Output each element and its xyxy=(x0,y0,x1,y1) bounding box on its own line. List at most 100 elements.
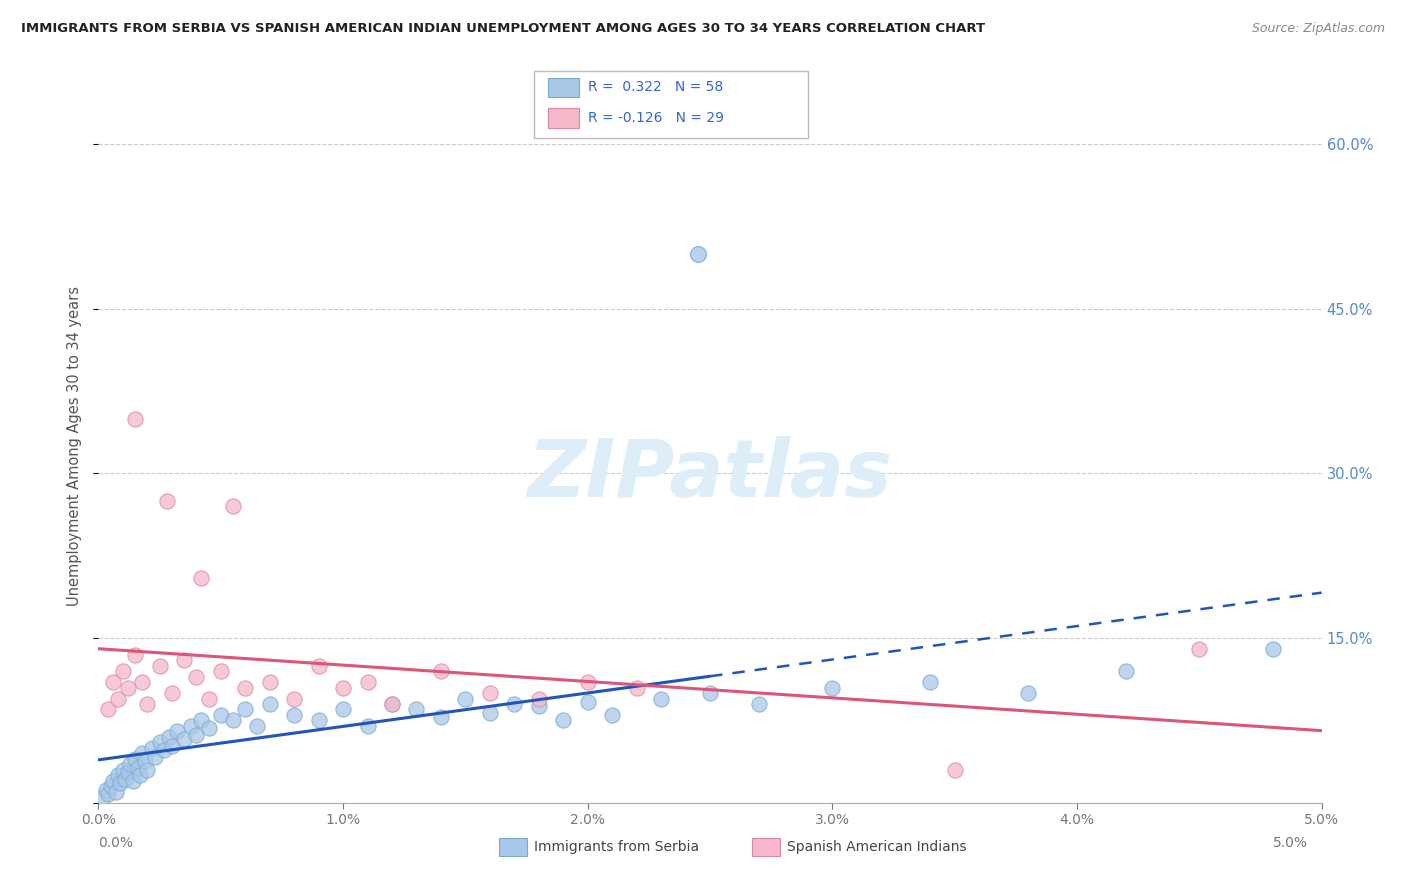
Point xyxy=(527,699,550,714)
Point xyxy=(143,749,166,764)
Point xyxy=(430,664,453,678)
Point xyxy=(527,691,550,706)
Point xyxy=(233,681,256,695)
Point xyxy=(97,702,120,716)
Point xyxy=(173,732,195,747)
Point xyxy=(186,669,208,683)
Point xyxy=(246,719,269,733)
Point xyxy=(1261,642,1284,657)
Point xyxy=(356,675,378,690)
Point xyxy=(107,768,129,782)
Point xyxy=(97,787,120,801)
Point xyxy=(197,691,219,706)
Point xyxy=(943,763,966,777)
Point xyxy=(553,714,575,728)
Point xyxy=(478,686,501,700)
Point xyxy=(94,782,117,797)
Text: 5.0%: 5.0% xyxy=(1272,836,1308,850)
Point xyxy=(821,681,844,695)
Point xyxy=(121,773,143,788)
Point xyxy=(332,702,354,716)
Text: R = -0.126   N = 29: R = -0.126 N = 29 xyxy=(588,111,724,125)
Point xyxy=(114,772,136,786)
Point xyxy=(209,664,232,678)
Point xyxy=(381,697,404,711)
Point xyxy=(131,675,153,690)
Point xyxy=(405,702,427,716)
Point xyxy=(129,768,152,782)
Point xyxy=(576,695,599,709)
Point xyxy=(748,697,770,711)
Point xyxy=(209,708,232,723)
Point xyxy=(190,714,212,728)
Point xyxy=(117,765,139,780)
Point xyxy=(136,763,159,777)
Point xyxy=(454,691,477,706)
Point xyxy=(283,691,305,706)
Point xyxy=(149,658,172,673)
Point xyxy=(110,776,132,790)
Point xyxy=(149,735,172,749)
Text: IMMIGRANTS FROM SERBIA VS SPANISH AMERICAN INDIAN UNEMPLOYMENT AMONG AGES 30 TO : IMMIGRANTS FROM SERBIA VS SPANISH AMERIC… xyxy=(21,22,986,36)
Point xyxy=(107,691,129,706)
Text: ZIPatlas: ZIPatlas xyxy=(527,435,893,514)
Point xyxy=(259,675,281,690)
Point xyxy=(650,691,672,706)
Point xyxy=(111,664,134,678)
Point xyxy=(600,708,623,723)
Point xyxy=(91,790,114,805)
Point xyxy=(308,658,330,673)
Point xyxy=(104,785,127,799)
Point xyxy=(111,763,134,777)
Point xyxy=(308,714,330,728)
Point xyxy=(136,697,159,711)
Point xyxy=(166,724,188,739)
Point xyxy=(117,681,139,695)
Point xyxy=(101,675,124,690)
Point xyxy=(430,710,453,724)
Point xyxy=(186,728,208,742)
Point xyxy=(686,247,709,261)
Point xyxy=(157,730,180,744)
Point xyxy=(478,706,501,720)
Point xyxy=(233,702,256,716)
Point xyxy=(1017,686,1039,700)
Point xyxy=(141,740,163,755)
Point xyxy=(576,675,599,690)
Point xyxy=(124,411,146,425)
Point xyxy=(259,697,281,711)
Point xyxy=(190,571,212,585)
Text: 0.0%: 0.0% xyxy=(98,836,134,850)
Point xyxy=(503,697,526,711)
Text: Immigrants from Serbia: Immigrants from Serbia xyxy=(534,840,699,855)
Point xyxy=(180,719,202,733)
Point xyxy=(1188,642,1211,657)
Point xyxy=(283,708,305,723)
Point xyxy=(332,681,354,695)
Point xyxy=(127,761,149,775)
Point xyxy=(1115,664,1137,678)
Point xyxy=(173,653,195,667)
Point xyxy=(222,714,245,728)
Point xyxy=(101,773,124,788)
Point xyxy=(156,494,179,508)
Point xyxy=(222,500,245,514)
Point xyxy=(356,719,378,733)
Text: R =  0.322   N = 58: R = 0.322 N = 58 xyxy=(588,80,723,95)
Text: Source: ZipAtlas.com: Source: ZipAtlas.com xyxy=(1251,22,1385,36)
Point xyxy=(381,697,404,711)
Point xyxy=(160,686,183,700)
Y-axis label: Unemployment Among Ages 30 to 34 years: Unemployment Among Ages 30 to 34 years xyxy=(67,286,83,606)
Point xyxy=(120,757,142,772)
Text: Spanish American Indians: Spanish American Indians xyxy=(787,840,967,855)
Point xyxy=(134,754,156,768)
Point xyxy=(153,743,176,757)
Point xyxy=(699,686,721,700)
Point xyxy=(920,675,942,690)
Point xyxy=(626,681,648,695)
Point xyxy=(160,739,183,753)
Point xyxy=(124,648,146,662)
Point xyxy=(124,752,146,766)
Point xyxy=(100,780,122,794)
Point xyxy=(131,747,153,761)
